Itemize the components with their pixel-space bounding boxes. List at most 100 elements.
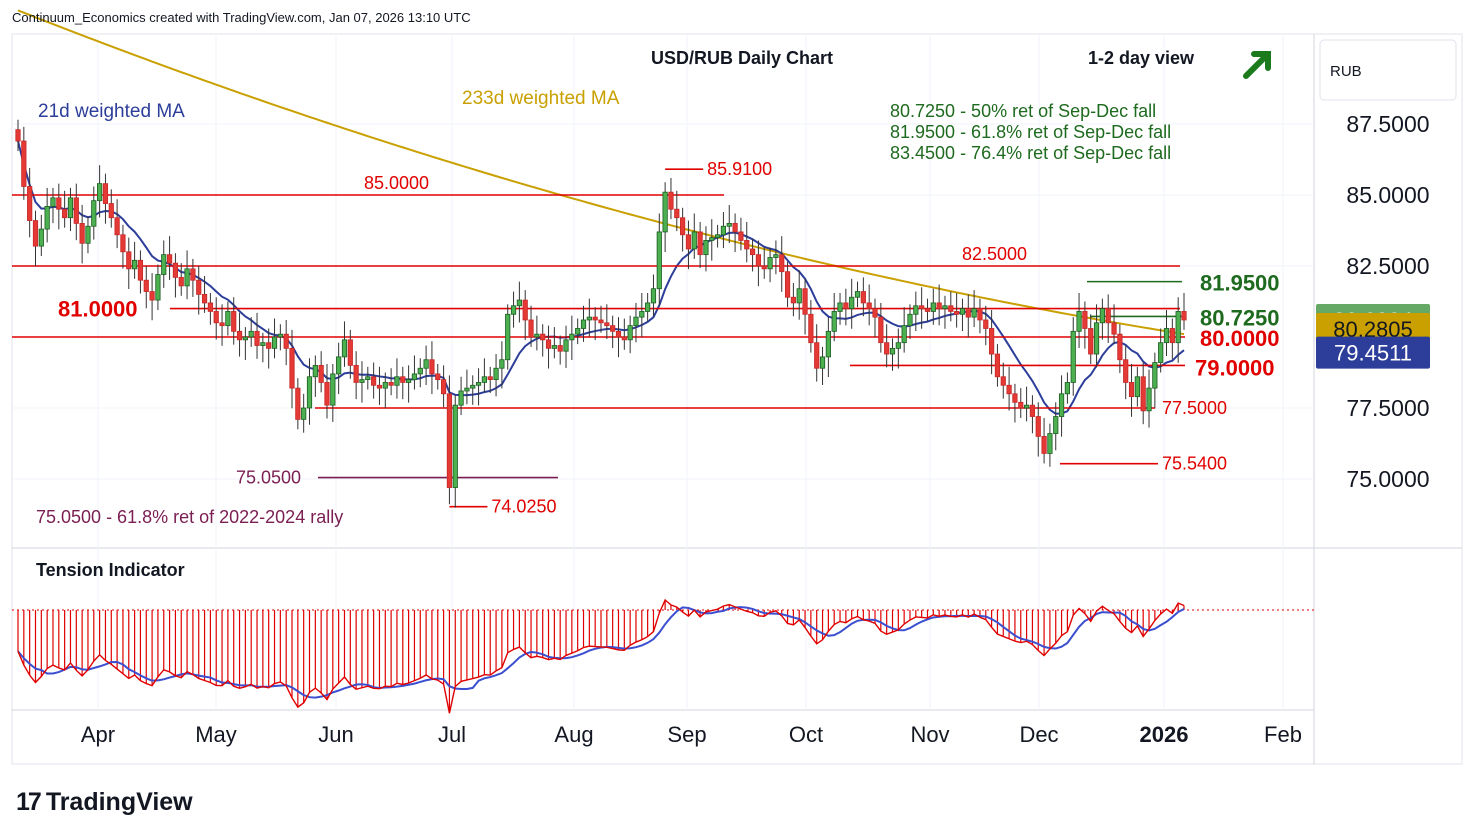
candle-body	[1000, 376, 1006, 386]
candle-body	[825, 330, 831, 358]
candle-body	[586, 316, 592, 321]
candle-body	[604, 322, 610, 327]
x-tick-label: May	[195, 722, 237, 747]
candle-body	[423, 359, 429, 369]
candle-body	[481, 376, 488, 383]
candle-body	[67, 197, 74, 219]
fib-level-label: 81.9500	[1200, 271, 1280, 296]
candle-body	[814, 342, 820, 369]
chart-labels: Apr May Jun Jul Aug Sep Oct Nov Dec 2026 Feb 87.500…	[36, 39, 1457, 747]
candle-body	[347, 339, 353, 366]
x-tick-label: 2026	[1140, 722, 1189, 747]
tension-line	[17, 598, 1185, 714]
candle-body	[656, 231, 662, 290]
price-tag: 79.4511	[1334, 341, 1412, 366]
candle-body	[919, 305, 925, 310]
candle-body	[569, 333, 575, 341]
candle-body	[942, 305, 948, 310]
ma233-path	[17, 9, 1185, 336]
candle-body	[1128, 382, 1135, 398]
ma233-line	[17, 9, 1185, 336]
candle-body	[196, 279, 202, 295]
candle-body	[744, 240, 750, 250]
candle-body	[97, 183, 103, 202]
fib-note: 80.7250 - 50% ret of Sep-Dec fall	[890, 101, 1156, 121]
x-tick-label: Nov	[910, 722, 949, 747]
x-tick-label: Aug	[554, 722, 593, 747]
candle-body	[32, 220, 39, 247]
candle-body	[819, 356, 826, 369]
candle-body	[1012, 393, 1018, 403]
candle-body	[965, 308, 971, 318]
candle-body	[1105, 308, 1111, 324]
candle-body	[1029, 404, 1036, 417]
candle-body	[598, 319, 604, 324]
candle-body	[452, 404, 458, 488]
candle-body	[749, 248, 756, 256]
candle-body	[1023, 404, 1030, 409]
tension-title: Tension Indicator	[36, 560, 185, 580]
chart-title: USD/RUB Daily Chart	[651, 48, 833, 68]
candle-body	[435, 373, 441, 381]
ma21-label: 21d weighted MA	[38, 101, 185, 122]
candle-body	[866, 302, 872, 310]
candle-body	[446, 393, 453, 488]
candle-body	[802, 288, 808, 315]
candle-body	[505, 313, 511, 361]
candle-body	[207, 302, 213, 312]
candle-body	[1041, 435, 1047, 454]
candle-body	[324, 382, 330, 406]
candle-body	[365, 376, 371, 381]
candle-body	[277, 333, 283, 338]
price-tag-bg	[1316, 336, 1430, 369]
candle-body	[213, 311, 219, 324]
candle-body	[417, 367, 423, 375]
candle-body	[697, 231, 703, 256]
candle-body	[1006, 384, 1012, 395]
candle-body	[854, 291, 861, 298]
candle-body	[411, 373, 418, 381]
ma233-label: 233d weighted MA	[462, 88, 620, 109]
candle-body	[878, 316, 884, 344]
candle-body	[330, 373, 336, 406]
candle-body	[1082, 311, 1088, 329]
candle-body	[1111, 322, 1117, 335]
candle-body	[219, 322, 225, 327]
candle-body	[528, 319, 534, 338]
candle-body	[56, 197, 62, 210]
price-level-label: 75.5400	[1162, 454, 1227, 474]
candle-body	[971, 308, 977, 318]
candle-body	[831, 311, 837, 332]
candle-body	[400, 376, 406, 383]
candle-body	[318, 364, 324, 383]
candle-body	[924, 308, 931, 312]
candle-body	[44, 205, 50, 230]
candle-body	[376, 384, 383, 389]
tradingview-mark-icon: 17	[16, 788, 42, 816]
candle-body	[1140, 376, 1146, 412]
candle-body	[633, 316, 639, 327]
y-tick-label: 87.5000	[1346, 111, 1429, 137]
candle-body	[994, 353, 1001, 378]
tension-pane	[12, 598, 1314, 714]
candle-body	[621, 336, 627, 341]
x-tick-label: Oct	[789, 722, 823, 747]
price-level-label: 85.0000	[364, 173, 429, 193]
brand-text: TradingView	[45, 788, 193, 816]
candle-body	[1117, 333, 1123, 361]
candle-body	[1076, 311, 1082, 332]
tradingview-logo[interactable]: 17 TradingView	[16, 788, 193, 817]
y-tick-label: 82.5000	[1346, 253, 1429, 279]
candle-body	[551, 345, 557, 349]
candle-body	[184, 268, 190, 287]
candle-body	[464, 387, 470, 392]
candle-body	[131, 259, 138, 270]
extreme-marker-label: 85.9100	[707, 159, 772, 179]
candle-body	[1163, 328, 1170, 344]
candle-body	[715, 234, 721, 238]
candle-body	[458, 390, 464, 406]
candle-body	[248, 330, 254, 338]
candle-body	[1070, 330, 1076, 383]
candle-body	[849, 296, 855, 309]
